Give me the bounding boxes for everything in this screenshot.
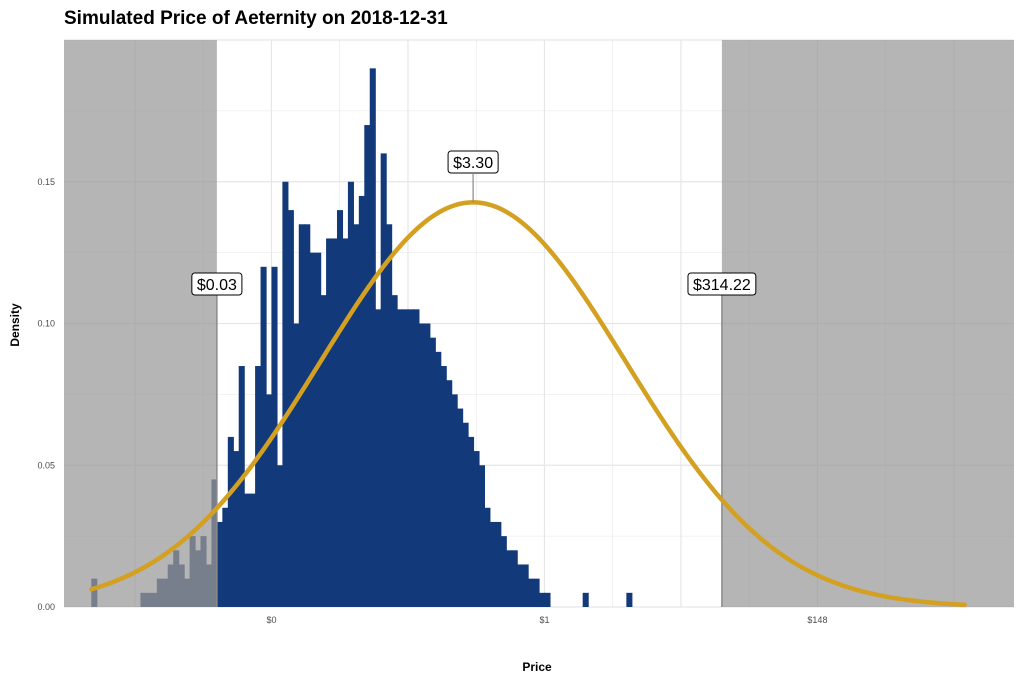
histogram-bar (451, 394, 458, 607)
histogram-bar (626, 592, 633, 607)
chart-title: Simulated Price of Aeternity on 2018-12-… (64, 8, 448, 29)
histogram-bar (369, 68, 376, 608)
histogram-bar (418, 323, 425, 607)
histogram-bar (582, 592, 589, 607)
histogram-bar (309, 252, 316, 607)
y-tick-label: 0.10 (37, 319, 55, 329)
histogram-bar (320, 295, 327, 607)
histogram-bar (386, 224, 393, 607)
annotation-label: $0.03 (191, 272, 243, 296)
histogram-bar (364, 125, 371, 608)
histogram-bar (402, 309, 409, 607)
histogram-bar (238, 366, 245, 607)
annotation-label: $314.22 (687, 272, 757, 296)
histogram-bar (522, 564, 529, 607)
histogram-bar (397, 309, 404, 607)
histogram-bar (478, 465, 486, 607)
histogram-bar (326, 238, 333, 607)
histogram-bar (222, 507, 229, 607)
histogram-bar (468, 436, 475, 607)
histogram-bar (429, 337, 436, 607)
histogram-bar (539, 592, 546, 607)
annotation-text: $3.30 (453, 155, 493, 172)
histogram-bar (462, 422, 469, 607)
x-axis-title: Price (522, 660, 552, 674)
y-axis-ticks: 0.00 0.05 0.10 0.15 (37, 177, 55, 612)
y-axis-title: Density (8, 303, 22, 347)
x-axis-ticks: $0$1$148$22,026 (266, 615, 827, 625)
annotation-text: $314.22 (693, 277, 751, 294)
histogram-bar (244, 493, 251, 607)
histogram-bar (233, 451, 240, 607)
annotations: $0.03 $3.30 $314.22 (191, 150, 757, 296)
histogram-bar (315, 252, 322, 607)
histogram-bar (353, 224, 360, 607)
histogram-bar (424, 323, 431, 607)
histogram-bar (298, 224, 305, 607)
histogram-bar (304, 224, 311, 607)
histogram-bar (544, 592, 551, 607)
histogram-bar (282, 181, 289, 607)
histogram-bar (489, 521, 496, 607)
y-tick-label: 0.05 (37, 460, 55, 470)
histogram-bar (407, 309, 415, 607)
lower-tail-shade (64, 40, 217, 607)
histogram-bar (495, 521, 502, 607)
annotation-text: $0.03 (197, 277, 237, 294)
histogram-bar (293, 323, 300, 607)
histogram-bar (266, 394, 273, 607)
histogram-bar (533, 578, 540, 607)
upper-tail-shade (721, 40, 1014, 607)
annotation-box (687, 272, 757, 296)
histogram-bar (358, 195, 365, 608)
histogram-bar (484, 507, 491, 607)
histogram-bar (255, 366, 262, 607)
histogram-bar (336, 210, 344, 607)
histogram-bar (517, 564, 524, 607)
histogram-bar (446, 380, 453, 607)
histogram-bar (331, 238, 338, 607)
histogram-bar (435, 351, 442, 607)
annotation-box (447, 150, 499, 174)
x-tick-label: $148 (807, 615, 827, 625)
histogram-bar (391, 295, 398, 607)
annotation-label: $3.30 (447, 150, 499, 203)
density-curve-layer (89, 200, 968, 607)
histogram-bar (260, 266, 267, 607)
histogram-bar (375, 309, 382, 607)
y-tick-label: 0.15 (37, 177, 55, 187)
histogram-bar (227, 436, 234, 607)
x-tick-label: $0 (266, 615, 276, 625)
y-tick-label: 0.00 (37, 602, 55, 612)
histogram-bar (347, 181, 354, 607)
histogram-bar (473, 451, 480, 607)
density-curve (89, 200, 968, 607)
histogram-bar (342, 238, 349, 607)
histogram-bar (413, 309, 420, 607)
histogram-bar (506, 550, 513, 607)
x-tick-label: $1 (539, 615, 549, 625)
histogram-bar (511, 550, 518, 607)
histogram-bar (216, 521, 223, 607)
histogram-bar (276, 465, 283, 607)
outside-interval-shading (64, 40, 1014, 607)
histogram-bar (457, 408, 464, 607)
histogram-bar (500, 536, 507, 607)
histogram-bar (380, 153, 387, 607)
interval-boundary-lines (216, 286, 723, 607)
histogram-bar (440, 366, 447, 607)
annotation-box (191, 272, 243, 296)
histogram-bar (528, 578, 535, 607)
histogram-bar (249, 493, 256, 607)
